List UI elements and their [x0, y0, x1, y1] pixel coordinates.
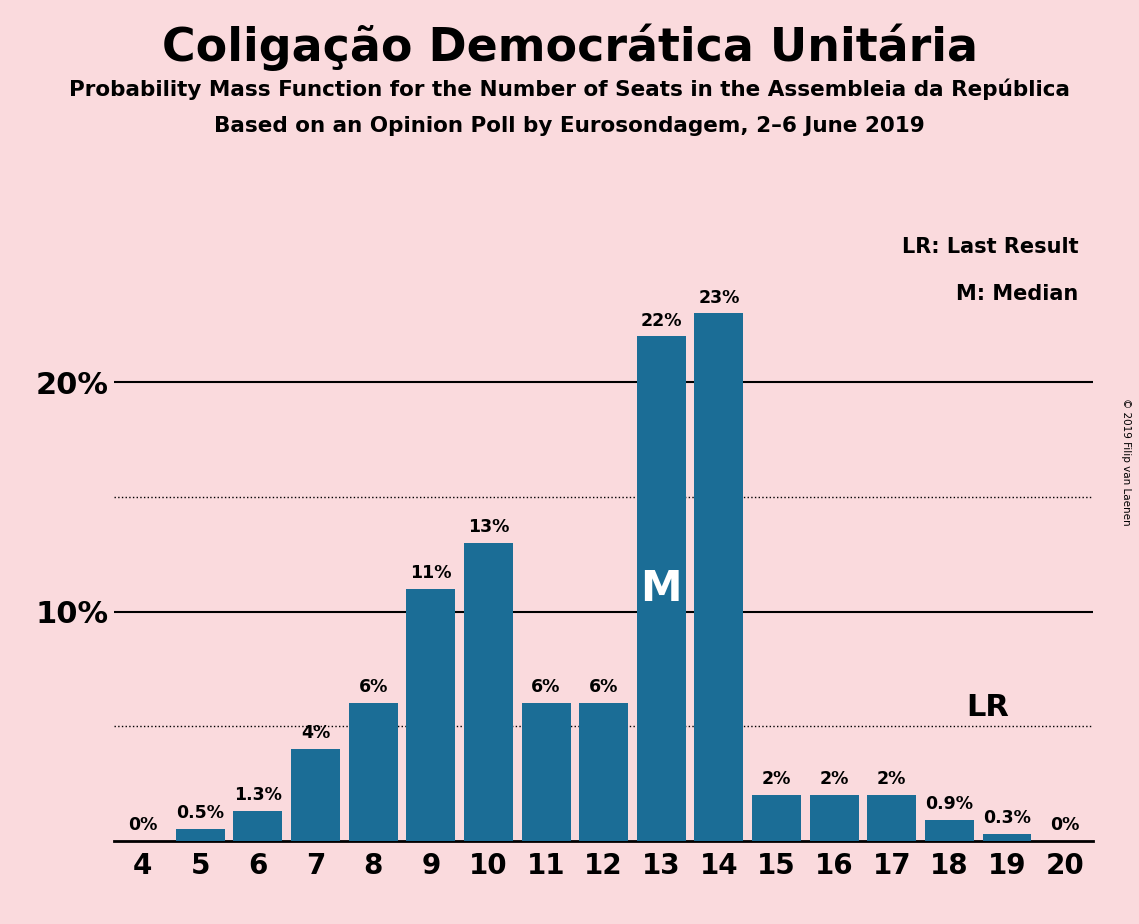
Bar	[407, 589, 456, 841]
Bar	[292, 749, 341, 841]
Text: LR: LR	[967, 693, 1009, 722]
Bar	[233, 811, 282, 841]
Text: 2%: 2%	[877, 770, 907, 788]
Bar	[637, 336, 686, 841]
Bar	[175, 830, 224, 841]
Text: © 2019 Filip van Laenen: © 2019 Filip van Laenen	[1121, 398, 1131, 526]
Text: Based on an Opinion Poll by Eurosondagem, 2–6 June 2019: Based on an Opinion Poll by Eurosondagem…	[214, 116, 925, 136]
Text: LR: Last Result: LR: Last Result	[902, 237, 1079, 257]
Text: 4%: 4%	[301, 724, 330, 742]
Bar	[464, 542, 513, 841]
Text: 11%: 11%	[410, 564, 451, 582]
Text: 6%: 6%	[359, 678, 388, 697]
Bar	[810, 795, 859, 841]
Text: 0%: 0%	[1050, 816, 1080, 834]
Text: 13%: 13%	[468, 517, 509, 536]
Bar	[867, 795, 916, 841]
Text: 2%: 2%	[819, 770, 849, 788]
Text: 0.3%: 0.3%	[983, 809, 1031, 827]
Text: 6%: 6%	[532, 678, 560, 697]
Bar	[522, 703, 571, 841]
Text: M: Median: M: Median	[957, 284, 1079, 304]
Text: 0.9%: 0.9%	[925, 796, 974, 813]
Bar	[695, 313, 744, 841]
Bar	[983, 834, 1032, 841]
Bar	[752, 795, 801, 841]
Text: 22%: 22%	[640, 311, 682, 330]
Text: 6%: 6%	[589, 678, 618, 697]
Bar	[349, 703, 398, 841]
Bar	[580, 703, 629, 841]
Bar	[925, 821, 974, 841]
Text: 23%: 23%	[698, 288, 739, 307]
Text: 1.3%: 1.3%	[233, 786, 281, 804]
Text: M: M	[640, 567, 682, 610]
Text: 0%: 0%	[128, 816, 157, 834]
Text: 2%: 2%	[762, 770, 792, 788]
Text: Probability Mass Function for the Number of Seats in the Assembleia da República: Probability Mass Function for the Number…	[69, 79, 1070, 100]
Text: 0.5%: 0.5%	[177, 805, 224, 822]
Text: Coligação Democrática Unitária: Coligação Democrática Unitária	[162, 23, 977, 70]
